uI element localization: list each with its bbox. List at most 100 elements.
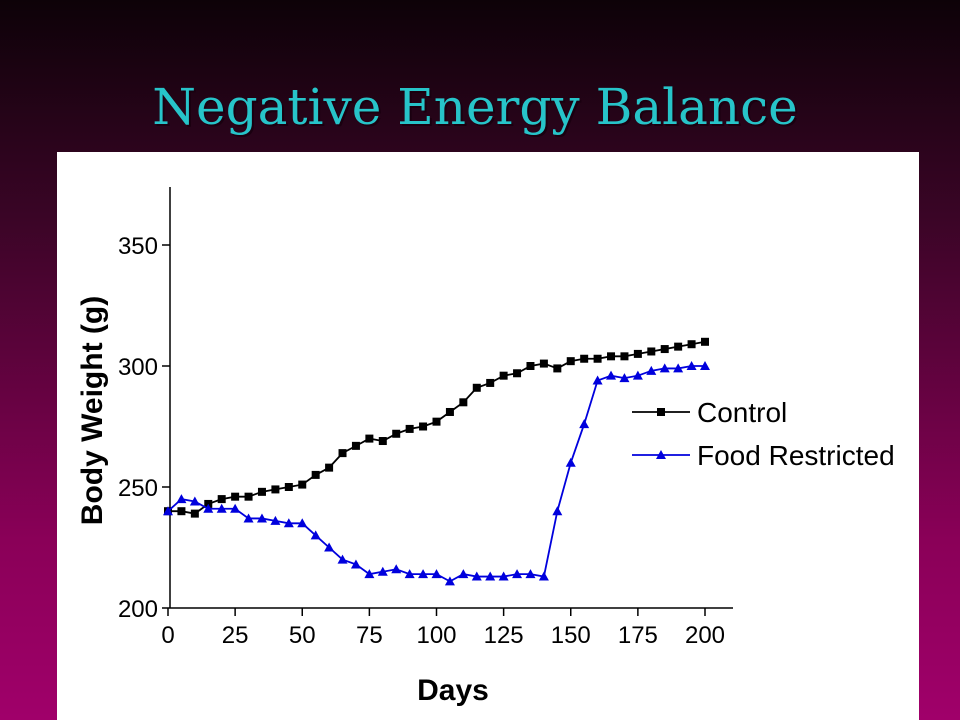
control-data-point — [620, 352, 629, 361]
control-data-point — [539, 359, 548, 368]
food-restricted-data-point — [498, 571, 509, 581]
x-tick-label: 25 — [222, 622, 249, 649]
body-weight-chart: 200 250 300 350 0 25 50 75 100 125 150 175 200 Days Bo… — [76, 187, 895, 707]
food-restricted-data-point — [592, 375, 603, 385]
control-data-point — [190, 509, 199, 518]
control-data-point — [419, 422, 428, 431]
control-data-point — [687, 340, 696, 349]
control-data-point — [674, 342, 683, 351]
y-tick-label: 300 — [118, 354, 158, 381]
control-data-point — [257, 487, 266, 496]
food-restricted-data-point — [565, 457, 576, 467]
x-axis-label: Days — [417, 674, 489, 707]
food-restricted-data-point — [270, 515, 281, 525]
food-restricted-series-line — [167, 365, 705, 583]
food-restricted-data-point — [256, 513, 267, 523]
food-restricted-data-point — [458, 569, 469, 579]
food-restricted-data-point — [673, 363, 684, 373]
x-tick-label: 175 — [618, 622, 658, 649]
x-tick-label: 150 — [551, 622, 591, 649]
food-restricted-data-point — [377, 566, 388, 576]
control-data-point — [338, 449, 347, 458]
control-data-point — [486, 378, 495, 387]
control-data-point — [647, 347, 656, 356]
control-data-point — [701, 337, 709, 346]
food-restricted-data-point — [606, 370, 617, 380]
control-data-point — [365, 434, 374, 443]
food-restricted-data-point — [646, 365, 657, 375]
food-restricted-data-point — [404, 569, 415, 579]
food-restricted-data-point — [444, 576, 455, 586]
food-restricted-data-point — [538, 571, 549, 581]
control-data-point — [566, 357, 575, 366]
food-restricted-data-point — [619, 373, 630, 383]
food-restricted-data-point — [216, 503, 227, 513]
chart-panel: 200 250 300 350 0 25 50 75 100 125 150 175 200 Days Bo… — [57, 152, 919, 720]
x-tick-label: 0 — [161, 622, 174, 649]
y-tick-label: 200 — [118, 596, 158, 623]
control-data-point — [298, 480, 307, 489]
x-tick-label: 50 — [289, 622, 316, 649]
y-tick-label: 250 — [118, 475, 158, 502]
x-tick-label: 200 — [685, 622, 725, 649]
control-data-point — [633, 349, 642, 358]
food-restricted-data-point — [310, 530, 321, 540]
food-restricted-data-point — [632, 370, 643, 380]
food-restricted-data-point — [552, 506, 563, 516]
food-restricted-data-point — [230, 503, 241, 513]
food-restricted-data-point — [525, 569, 536, 579]
food-restricted-data-point — [431, 569, 442, 579]
food-restricted-data-point — [659, 363, 670, 373]
y-tick-label: 350 — [118, 233, 158, 260]
x-tick-label: 125 — [484, 622, 524, 649]
food-restricted-data-point — [471, 571, 482, 581]
legend-control-label: Control — [697, 397, 787, 428]
control-data-point — [593, 354, 602, 363]
x-tick-label: 100 — [416, 622, 456, 649]
control-data-point — [513, 369, 522, 378]
control-data-point — [231, 492, 240, 501]
control-data-point — [607, 352, 616, 361]
control-data-point — [660, 345, 669, 354]
control-data-point — [472, 383, 481, 392]
food-restricted-data-point — [189, 496, 200, 506]
legend-control-marker — [657, 408, 665, 416]
control-data-point — [325, 463, 334, 472]
food-restricted-data-point — [283, 518, 294, 528]
food-restricted-data-point — [176, 494, 187, 504]
control-data-point — [217, 495, 226, 504]
control-data-point — [580, 354, 589, 363]
control-data-point — [392, 429, 401, 438]
control-data-point — [311, 470, 320, 479]
food-restricted-data-point — [418, 569, 429, 579]
food-restricted-data-point — [203, 503, 214, 513]
food-restricted-data-point — [243, 513, 254, 523]
food-restricted-data-point — [350, 559, 361, 569]
food-restricted-data-point — [512, 569, 523, 579]
food-restricted-data-point — [163, 506, 173, 516]
food-restricted-data-point — [324, 542, 335, 552]
control-data-point — [445, 407, 454, 416]
control-data-point — [526, 362, 535, 370]
control-data-point — [432, 417, 441, 426]
control-data-point — [553, 364, 562, 373]
control-data-point — [244, 492, 253, 501]
control-data-point — [459, 398, 468, 407]
control-data-point — [284, 483, 293, 491]
food-restricted-data-point — [485, 571, 496, 581]
food-restricted-data-point — [686, 361, 697, 370]
slide-title: Negative Energy Balance — [152, 78, 798, 136]
legend-food-restricted-marker — [656, 450, 666, 459]
food-restricted-data-point — [579, 419, 590, 429]
legend-food-restricted-label: Food Restricted — [697, 440, 895, 471]
control-data-point — [271, 485, 280, 494]
control-series-line — [168, 340, 706, 515]
food-restricted-data-point — [297, 518, 308, 528]
food-restricted-data-point — [337, 554, 348, 564]
control-data-point — [378, 437, 387, 446]
food-restricted-data-point — [391, 564, 402, 574]
food-restricted-data-point — [700, 361, 710, 370]
control-data-point — [405, 424, 414, 433]
control-data-point — [499, 371, 508, 380]
control-data-point — [351, 441, 360, 450]
